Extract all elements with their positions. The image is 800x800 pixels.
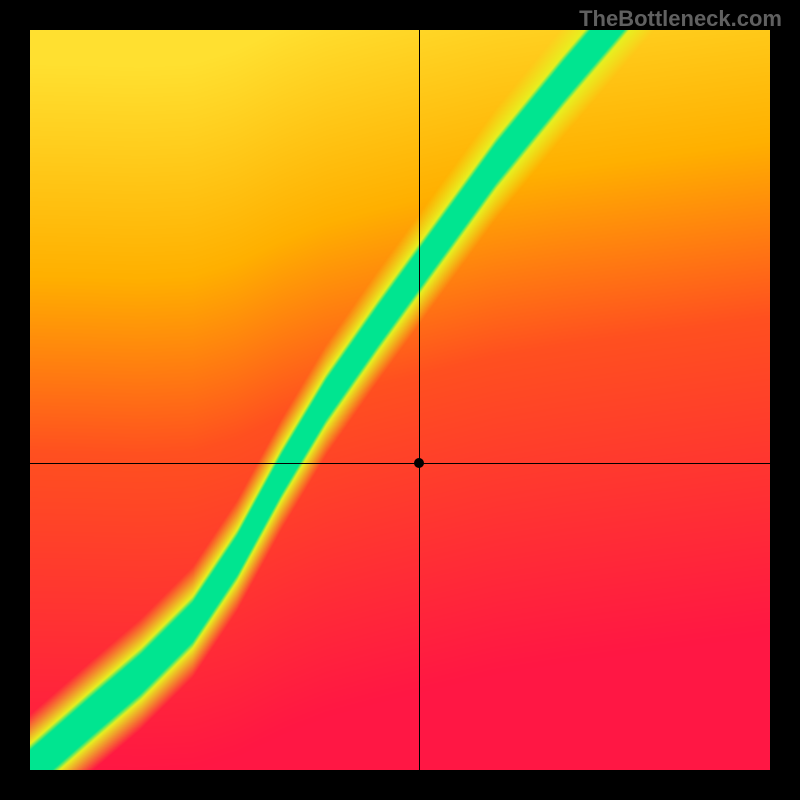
watermark-text: TheBottleneck.com [579, 6, 782, 32]
crosshair-horizontal [30, 463, 770, 464]
plot-area [30, 30, 770, 770]
heatmap-canvas [30, 30, 770, 770]
crosshair-vertical [419, 30, 420, 770]
chart-container: TheBottleneck.com [0, 0, 800, 800]
crosshair-marker [414, 458, 424, 468]
